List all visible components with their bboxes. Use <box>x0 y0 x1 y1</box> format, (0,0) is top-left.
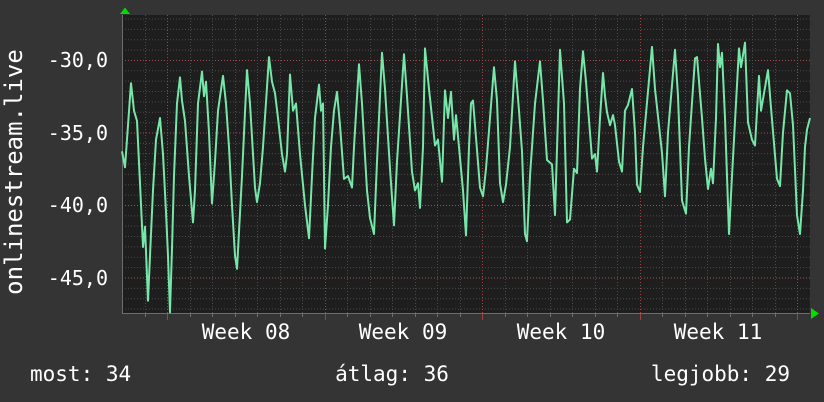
x-tick-label-week-08: Week 08 <box>201 320 291 344</box>
chart-plot-area <box>120 7 819 321</box>
stat-average-value: átlag: 36 <box>335 362 449 386</box>
x-tick-label-week-10: Week 10 <box>516 320 606 344</box>
vertical-axis-title: onlinestream.live <box>0 49 28 295</box>
stat-best-value: legjobb: 29 <box>650 362 790 386</box>
x-axis-arrow-right-icon <box>811 308 819 319</box>
y-tick-label: -35,0 <box>47 121 108 145</box>
stat-current-value: most: 34 <box>30 362 132 386</box>
y-tick-label: -45,0 <box>47 266 108 290</box>
y-tick-label: -40,0 <box>47 193 108 217</box>
plot-background <box>122 15 810 313</box>
y-axis-arrow-up-icon <box>120 7 130 14</box>
data-series-line <box>121 41 811 314</box>
chart-canvas <box>120 7 819 320</box>
x-tick-label-week-11: Week 11 <box>673 320 763 344</box>
x-tick-label-week-09: Week 09 <box>358 320 448 344</box>
y-tick-label: -30,0 <box>47 48 108 72</box>
